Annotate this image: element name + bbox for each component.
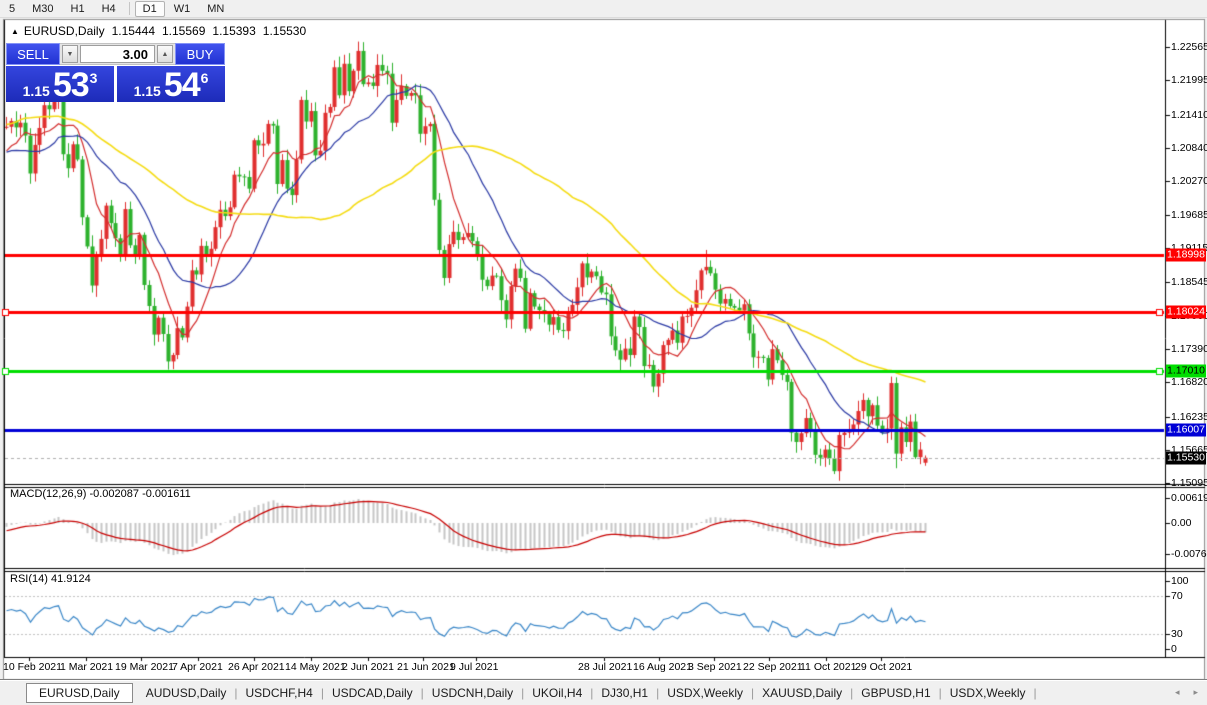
date-axis-label: 29 Oct 2021 [855, 661, 913, 673]
tab-gbpusd-h1[interactable]: GBPUSD,H1 [861, 685, 931, 700]
macd-indicator-label: MACD(12,26,9) -0.002087 -0.001611 [10, 488, 191, 500]
chart-title-open: 1.15444 [111, 24, 155, 38]
tab-usdcad-daily[interactable]: USDCAD,Daily [331, 685, 413, 700]
tab-separator: | [1033, 685, 1037, 700]
price-axis-label: 1.16820 [1171, 376, 1207, 389]
date-axis-label: 21 Jun 2021 [397, 661, 455, 673]
date-axis-label: 19 Mar 2021 [115, 661, 174, 673]
timeframe-button-h4[interactable]: H4 [101, 2, 116, 15]
date-axis-label: 1 Mar 2021 [60, 661, 114, 673]
sell-price-display[interactable]: 1.15 53 3 [6, 66, 114, 102]
tab-scroll-right-icon[interactable]: ▸ [1193, 687, 1198, 697]
rsi-axis-label: 70 [1171, 590, 1183, 602]
timeframe-button-w1[interactable]: W1 [173, 2, 191, 15]
tab-separator: | [656, 685, 660, 700]
tab-dj30-h1[interactable]: DJ30,H1 [601, 685, 649, 700]
tab-separator: | [320, 685, 324, 700]
level-price-badge: 1.17010 [1166, 364, 1206, 378]
buy-price-display[interactable]: 1.15 54 6 [117, 66, 225, 102]
tab-usdcnh-daily[interactable]: USDCNH,Daily [431, 685, 514, 700]
chart-title-high: 1.15569 [162, 24, 206, 38]
price-axis-label: 1.22565 [1171, 41, 1207, 54]
buy-price-big: 54 [163, 65, 201, 104]
buy-price-prefix: 1.15 [133, 82, 161, 99]
date-axis-label: 26 Apr 2021 [228, 661, 285, 673]
tab-separator: | [590, 685, 594, 700]
timeframe-button-h1[interactable]: H1 [70, 2, 85, 15]
timeframe-button-5[interactable]: 5 [9, 2, 16, 15]
tab-separator: | [234, 685, 238, 700]
volume-stepper: ▼ 3.00 ▲ [60, 43, 175, 65]
rsi-axis-label: 0 [1171, 643, 1177, 655]
current-price-badge: 1.15530 [1166, 451, 1206, 465]
date-axis-label: 11 Oct 2021 [800, 661, 857, 673]
buy-price-sup: 6 [200, 70, 209, 86]
one-click-trade-panel: SELL ▼ 3.00 ▲ BUY 1.15 53 3 1.15 54 6 [6, 43, 225, 102]
timeframe-button-d1[interactable]: D1 [134, 0, 165, 17]
price-axis-label: 1.17390 [1171, 343, 1207, 356]
level-price-badge: 1.16007 [1166, 423, 1206, 437]
price-axis-label: 1.15095 [1171, 477, 1207, 490]
sell-price-prefix: 1.15 [22, 82, 50, 99]
tab-scroll-left-icon[interactable]: ◂ [1174, 687, 1180, 697]
macd-axis-label: 0.006193 [1171, 491, 1207, 504]
level-price-badge: 1.18998 [1166, 248, 1206, 262]
sell-button[interactable]: SELL [6, 43, 60, 65]
volume-increase-icon[interactable]: ▲ [157, 45, 173, 63]
tab-eurusd-daily[interactable]: EURUSD,Daily [26, 682, 133, 703]
tab-xauusd-daily[interactable]: XAUUSD,Daily [762, 685, 843, 700]
buy-button[interactable]: BUY [175, 43, 225, 65]
level-price-badge: 1.18024 [1166, 305, 1206, 319]
rsi-axis-label: 100 [1171, 575, 1189, 587]
date-axis-label: 9 Jul 2021 [450, 661, 499, 673]
date-axis-label: 3 Sep 2021 [688, 661, 742, 673]
chart-title-low: 1.15393 [212, 24, 256, 38]
date-axis-label: 2 Jun 2021 [342, 661, 394, 673]
date-axis-label: 22 Sep 2021 [743, 661, 803, 673]
date-axis-label: 16 Aug 2021 [633, 661, 692, 673]
price-axis-label: 1.20840 [1171, 141, 1207, 154]
price-axis-label: 1.16235 [1171, 410, 1207, 423]
tab-ukoil-h4[interactable]: UKOil,H4 [532, 685, 583, 700]
price-axis-label: 1.20270 [1171, 175, 1207, 188]
timeframe-button-m30[interactable]: M30 [32, 2, 54, 15]
chart-title-symbol: EURUSD,Daily [23, 24, 105, 38]
toolbar-separator [128, 2, 130, 15]
collapse-triangle-icon[interactable]: ▲ [11, 26, 19, 36]
date-axis-label: 10 Feb 2021 [3, 661, 62, 673]
chart-title-close: 1.15530 [262, 24, 307, 38]
symbol-tab-bar: EURUSD,Daily AUDUSD,Daily | USDCHF,H4 | USDCA… [0, 679, 1207, 705]
tab-usdx-weekly[interactable]: USDX,Weekly [949, 685, 1026, 700]
tab-separator: | [420, 685, 424, 700]
rsi-axis-label: 30 [1171, 628, 1183, 640]
tab-usdx-weekly[interactable]: USDX,Weekly [667, 685, 743, 700]
timeframe-button-mn[interactable]: MN [207, 2, 225, 15]
price-axis-label: 1.21410 [1171, 108, 1207, 121]
rsi-indicator-label: RSI(14) 41.9124 [10, 573, 91, 585]
tab-separator: | [751, 685, 755, 700]
timeframe-toolbar: 5 M30 H1 H4 D1 W1 MN [0, 0, 1207, 18]
tab-separator: | [938, 685, 942, 700]
price-axis-label: 1.19685 [1171, 209, 1207, 222]
tab-usdchf-h4[interactable]: USDCHF,H4 [245, 685, 313, 700]
chart-title: ▲ EURUSD,Daily 1.15444 1.15569 1.15393 1… [11, 24, 306, 38]
sell-price-sup: 3 [89, 70, 98, 86]
price-axis-label: 1.21995 [1171, 74, 1207, 87]
date-axis-label: 7 Apr 2021 [172, 661, 223, 673]
macd-axis-label: -0.00762 [1171, 547, 1207, 560]
date-axis-label: 28 Jul 2021 [578, 661, 633, 673]
tab-audusd-daily[interactable]: AUDUSD,Daily [145, 685, 227, 700]
tab-separator: | [850, 685, 854, 700]
volume-decrease-icon[interactable]: ▼ [62, 45, 78, 63]
tab-separator: | [521, 685, 525, 700]
price-axis-label: 1.18545 [1171, 275, 1207, 288]
volume-input[interactable]: 3.00 [80, 45, 155, 63]
sell-price-big: 53 [52, 65, 90, 104]
date-axis-label: 14 May 2021 [285, 661, 346, 673]
macd-axis-label: 0.00 [1171, 517, 1192, 529]
